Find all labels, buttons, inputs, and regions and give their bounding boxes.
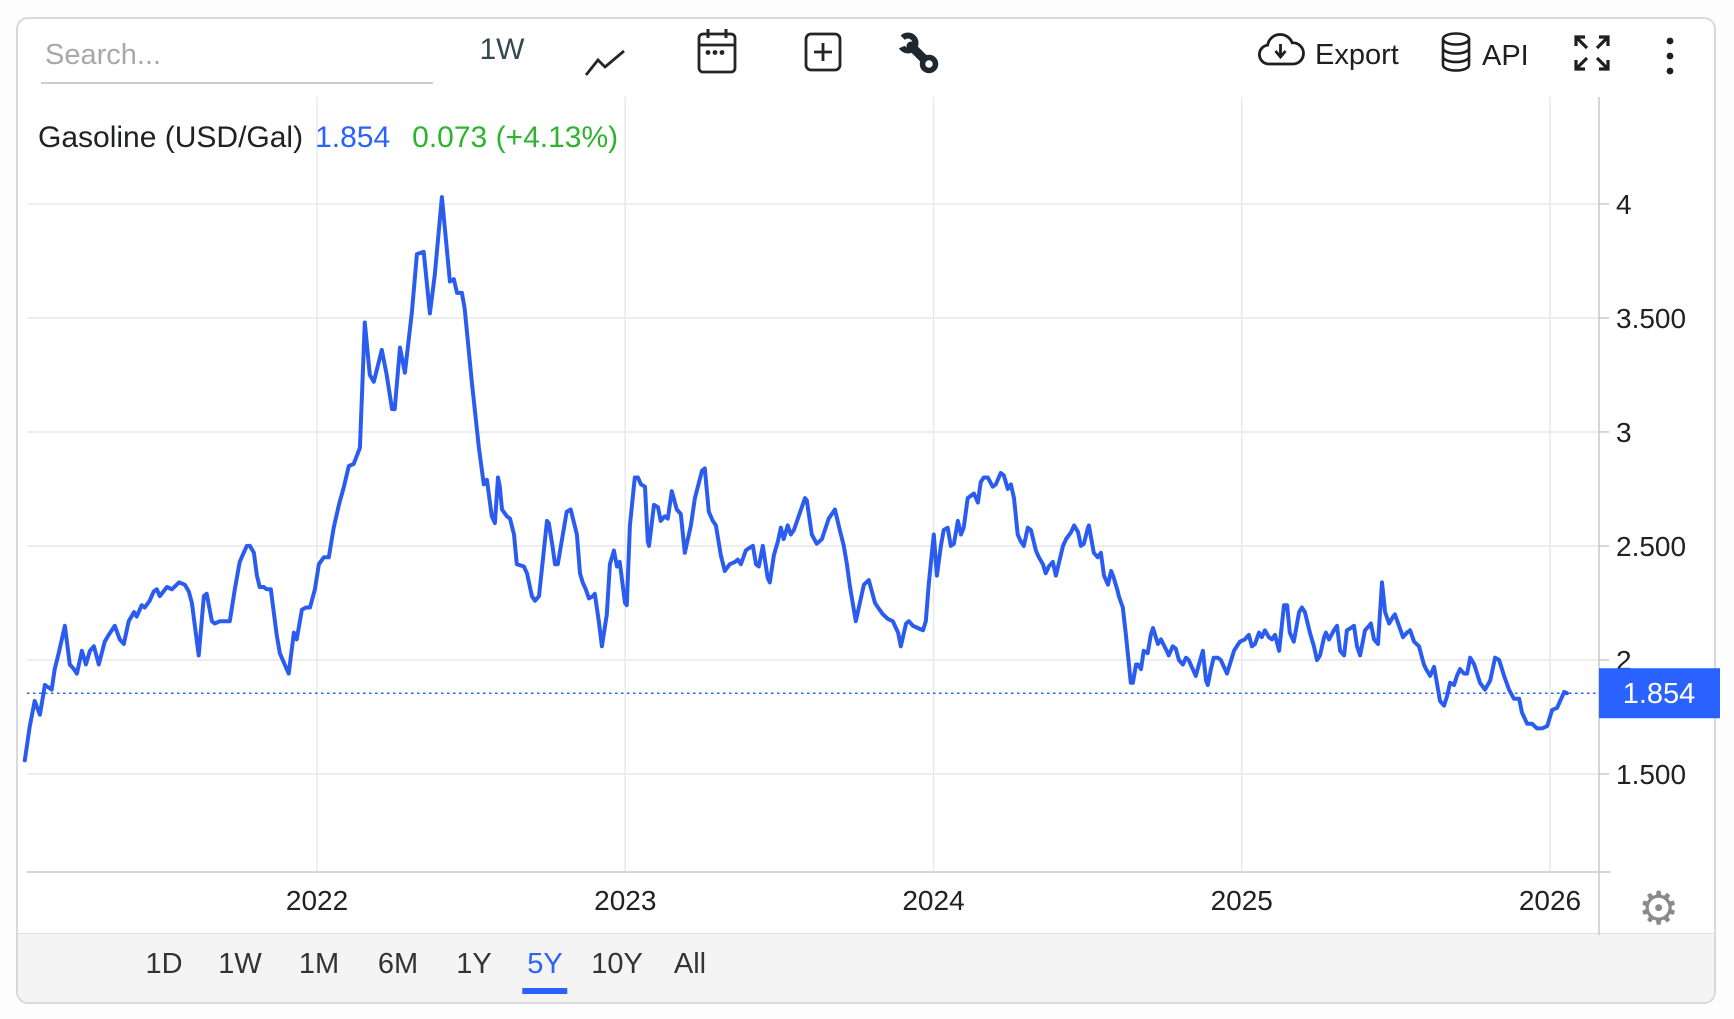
svg-text:2023: 2023 <box>594 885 656 916</box>
svg-text:3.500: 3.500 <box>1616 303 1686 334</box>
range-button-5y[interactable]: 5Y <box>522 948 568 994</box>
svg-text:3: 3 <box>1616 417 1632 448</box>
price-change: 0.073 (+4.13%) <box>412 121 619 154</box>
svg-text:1.500: 1.500 <box>1616 759 1686 790</box>
calendar-button[interactable] <box>697 28 737 74</box>
wrench-icon <box>895 30 939 76</box>
database-icon <box>1440 32 1472 80</box>
export-label: Export <box>1315 38 1399 71</box>
chart-header: Gasoline (USD/Gal) 1.854 0.073 (+4.13%) <box>38 121 618 155</box>
svg-text:2026: 2026 <box>1519 885 1581 916</box>
cloud-download-icon <box>1255 33 1305 77</box>
export-button[interactable]: Export <box>1255 33 1399 77</box>
range-button-1y[interactable]: 1Y <box>456 948 492 980</box>
svg-text:2024: 2024 <box>902 885 964 916</box>
compare-add-button[interactable] <box>804 32 842 72</box>
svg-text:2: 2 <box>1616 645 1632 676</box>
range-button-1d[interactable]: 1D <box>145 948 183 980</box>
frequency-selector[interactable]: 1W <box>479 33 525 66</box>
tools-button[interactable] <box>895 30 939 76</box>
calendar-icon <box>697 28 737 74</box>
range-button-all[interactable]: All <box>673 948 707 980</box>
instrument-name: Gasoline (USD/Gal) <box>38 121 304 154</box>
more-menu-button[interactable] <box>1664 35 1676 77</box>
range-button-6m[interactable]: 6M <box>377 948 419 980</box>
range-button-1m[interactable]: 1M <box>298 948 340 980</box>
search-box <box>41 31 433 84</box>
search-input[interactable] <box>41 31 433 82</box>
api-label: API <box>1482 39 1529 72</box>
settings-gear-button[interactable]: ⚙ <box>1638 885 1679 931</box>
svg-text:1.854: 1.854 <box>1623 678 1696 710</box>
chart-type-button[interactable] <box>584 49 626 81</box>
line-chart-icon <box>584 49 626 81</box>
svg-text:2.500: 2.500 <box>1616 531 1686 562</box>
fullscreen-button[interactable] <box>1570 32 1614 74</box>
svg-text:2025: 2025 <box>1211 885 1273 916</box>
range-selector-bar: 1D 1W 1M 6M 1Y 5Y 10Y All <box>18 933 1714 1002</box>
range-button-1w[interactable]: 1W <box>218 948 262 980</box>
expand-icon <box>1570 32 1614 74</box>
gear-icon: ⚙ <box>1638 882 1680 934</box>
chart-plot-area[interactable]: 2022 2023 2024 2025 2026 4 3.500 3 2.500 2 1.500 1.… <box>22 97 1720 942</box>
range-button-10y[interactable]: 10Y <box>591 948 643 980</box>
svg-text:2022: 2022 <box>286 885 348 916</box>
svg-text:4: 4 <box>1616 189 1632 220</box>
plus-square-icon <box>804 32 842 72</box>
current-price-badge <box>1599 668 1720 719</box>
api-button[interactable]: API <box>1440 32 1529 80</box>
chart-widget-card: 1W <box>16 17 1720 1004</box>
last-price: 1.854 <box>315 121 391 154</box>
kebab-menu-icon <box>1664 35 1676 77</box>
